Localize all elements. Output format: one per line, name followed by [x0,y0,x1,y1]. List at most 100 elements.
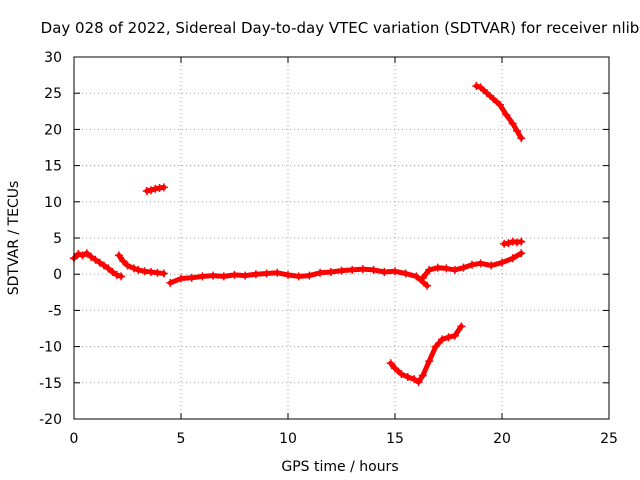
y-tick-label: 0 [53,267,62,283]
data-point [159,183,168,192]
data-point [108,268,117,277]
data-point [123,261,132,270]
data-point [391,267,399,276]
x-tick-label: 0 [70,431,79,447]
data-point [316,268,325,277]
data-point [459,263,468,272]
data-point [294,272,303,281]
data-point [129,264,138,273]
data-point [410,375,419,384]
y-tick-label: 30 [44,50,62,66]
data-point [457,322,466,331]
data-point [495,100,504,109]
data-point [391,364,399,373]
data-point [251,270,260,279]
data-point [483,89,492,98]
data-point [159,269,168,278]
y-axis-label: SDTVAR / TECUs [6,181,22,296]
data-series-segment-2 [114,251,168,278]
y-tick-label: 15 [44,159,62,175]
data-point [476,259,485,268]
data-point [517,134,526,143]
data-point [489,94,498,103]
data-point [425,357,434,366]
data-point [517,249,526,258]
data-point [104,264,113,273]
data-point [348,265,357,274]
y-tick-label: 20 [44,122,62,138]
data-point [241,271,250,280]
data-point [230,270,239,279]
data-point [487,261,496,270]
y-tick-label: 5 [53,231,62,247]
data-point [472,81,481,90]
data-point [418,273,427,282]
data-point [442,264,451,273]
x-tick-label: 25 [600,431,618,447]
data-point [87,252,96,261]
data-point [95,258,104,267]
data-points [70,81,526,387]
data-point [198,272,207,281]
data-point [401,269,410,278]
data-point [273,268,282,277]
data-point [78,251,87,260]
data-point [99,261,108,270]
grid-lines [74,57,609,419]
data-series-segment-8 [472,81,526,143]
y-tick-label: -20 [39,412,62,428]
data-series-segment-5 [386,322,466,387]
data-point [209,271,218,280]
data-point [517,237,526,246]
data-point [112,270,121,279]
data-series-segment-1 [70,249,126,281]
data-point [117,272,126,281]
series-line [71,250,124,279]
axis-ticks: 0 5 10 15 20 25 -20 -15 -10 -5 0 5 10 15 20 25 30 [39,50,618,447]
x-axis-label: GPS time / hours [281,459,398,475]
data-point [284,270,292,279]
data-point [444,333,453,342]
data-point [397,370,406,379]
data-series-segment-7 [500,237,526,248]
data-series-segment-3 [142,183,168,195]
data-point [450,265,459,274]
data-point [433,263,442,272]
chart-title: Day 028 of 2022, Sidereal Day-to-day VTE… [41,19,640,37]
y-tick-label: 25 [44,86,62,102]
data-point [82,249,91,258]
data-point [386,359,395,368]
data-point [337,266,346,275]
data-point [418,371,427,380]
data-point [147,186,156,195]
y-tick-label: -5 [48,303,62,319]
data-point [134,265,143,274]
data-point [166,278,175,287]
data-point [358,265,367,274]
data-point [114,251,123,260]
data-point [512,126,521,135]
data-point [177,274,185,283]
data-series-segment-6 [418,249,526,282]
data-point [187,273,196,282]
data-point [74,249,83,258]
data-point [414,378,423,387]
data-point [498,258,506,267]
data-point [476,83,485,92]
data-series-segment-4 [166,265,432,290]
data-point [403,373,412,382]
data-point [423,281,432,290]
y-tick-label: -15 [39,376,62,392]
data-point [262,269,271,278]
data-point [468,260,477,269]
data-point [431,342,440,351]
data-point [369,265,378,274]
data-point [502,110,511,119]
data-point [504,239,513,248]
y-tick-label: -10 [39,340,62,356]
data-point [508,119,517,128]
x-tick-label: 20 [493,431,511,447]
y-tick-label: 10 [44,195,62,211]
x-tick-label: 15 [386,431,404,447]
